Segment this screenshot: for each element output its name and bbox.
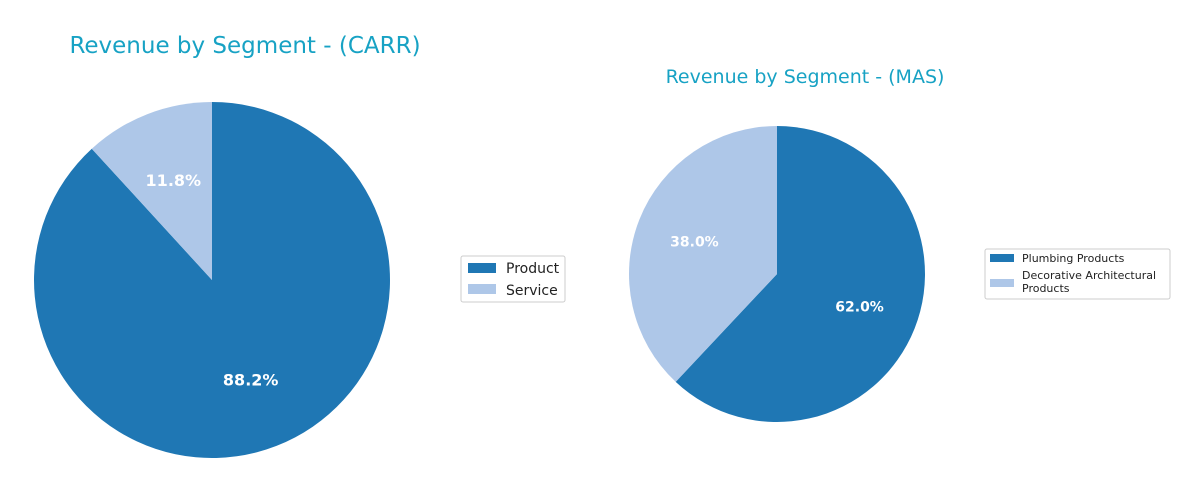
chart-title-mas: Revenue by Segment - (MAS) — [666, 66, 945, 88]
pie-label-product: 88.2% — [223, 370, 279, 389]
pie-label-decorative-architectural-products: 38.0% — [670, 234, 719, 250]
pie-slices-mas: 62.0% 38.0% — [628, 126, 925, 422]
legend-label-plumbing-products: Plumbing Products — [1022, 252, 1125, 265]
legend-label-line-2: Products — [1022, 282, 1070, 295]
pie-slice-plumbing-products — [675, 126, 925, 422]
pie-label-plumbing-products: 62.0% — [835, 300, 884, 316]
legend-label-service: Service — [506, 283, 558, 299]
legend-swatch-decorative-architectural-products — [990, 279, 1014, 287]
pie-slice-decorative-architectural-products — [628, 126, 777, 382]
legend-swatch-product — [468, 263, 496, 273]
legend-swatch-plumbing-products — [990, 254, 1014, 262]
legend-label-decorative-architectural-products: Decorative Architectural Products — [1022, 269, 1160, 295]
pie-label-service: 11.8% — [146, 171, 202, 190]
legend-frame — [984, 248, 1171, 300]
chart-title-carr: Revenue by Segment - (CARR) — [69, 33, 420, 59]
legend-label-line-1: Decorative Architectural — [1022, 269, 1156, 282]
legend-swatch-service — [468, 284, 496, 294]
pie-chart-carr: Revenue by Segment - (CARR) 88.2% 11.8% P… — [34, 33, 566, 458]
legend-mas: Plumbing Products Decorative Architectur… — [984, 248, 1171, 300]
legend-label-product: Product — [506, 261, 560, 277]
pie-chart-mas: Revenue by Segment - (MAS) 62.0% 38.0% Pl… — [628, 66, 1171, 422]
pie-slice-service — [91, 102, 212, 280]
legend-carr: Product Service — [460, 255, 566, 303]
pie-slices-carr: 88.2% 11.8% — [34, 102, 390, 458]
